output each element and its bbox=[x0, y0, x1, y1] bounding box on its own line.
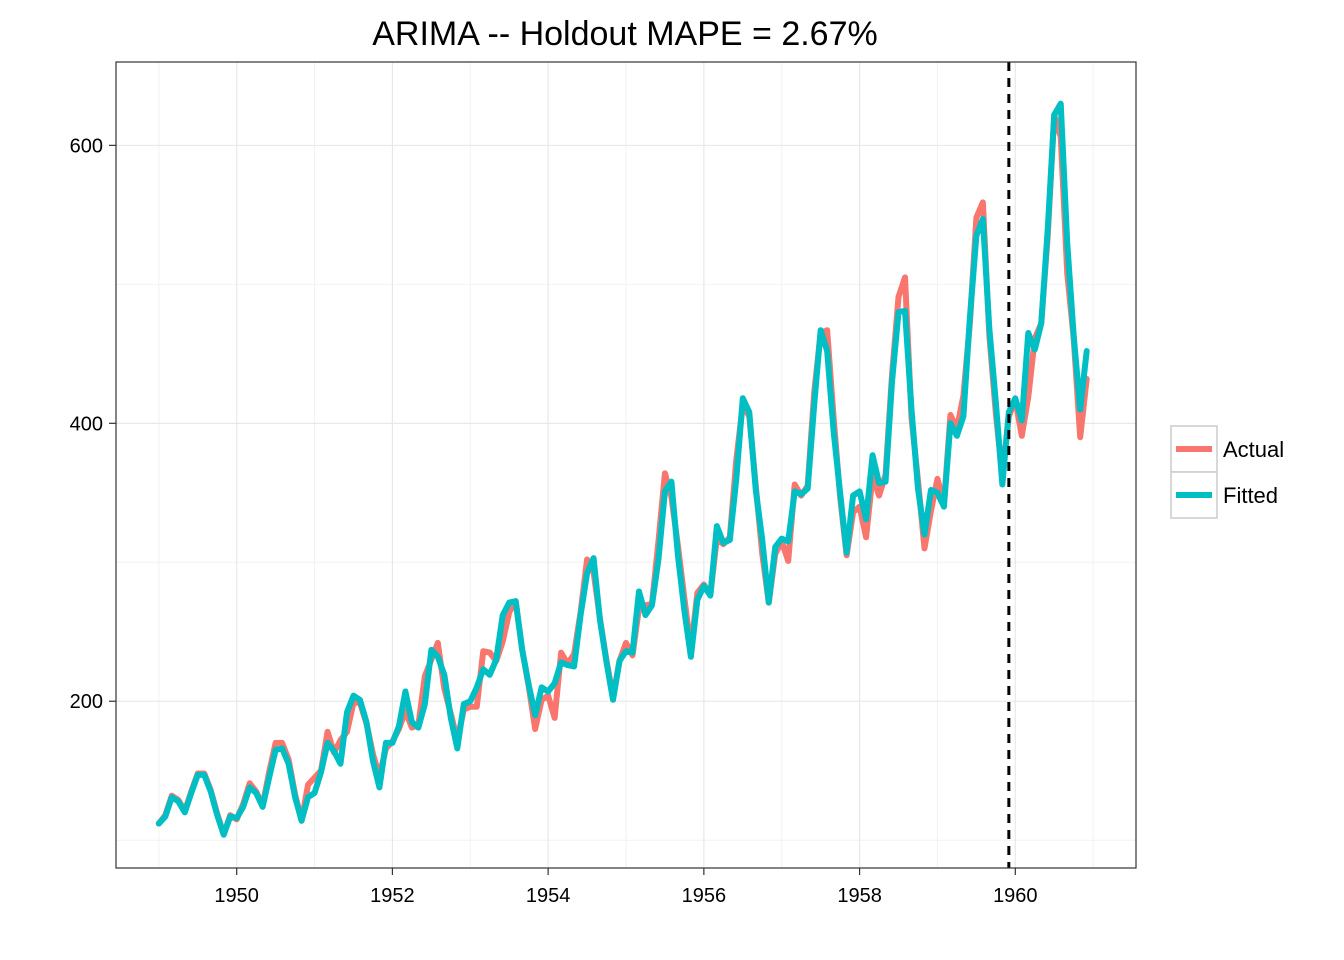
series-layer bbox=[155, 100, 1090, 838]
y-tick-label: 200 bbox=[70, 691, 103, 713]
series-line-fitted bbox=[155, 100, 1090, 838]
x-tick-label: 1956 bbox=[682, 885, 727, 907]
chart-title: ARIMA -- Holdout MAPE = 2.67% bbox=[372, 15, 877, 53]
x-tick-label: 1952 bbox=[370, 885, 415, 907]
x-tick-label: 1954 bbox=[526, 885, 571, 907]
plot-panel-border bbox=[115, 61, 1137, 869]
x-tick-label: 1958 bbox=[837, 885, 882, 907]
y-tick-label: 600 bbox=[70, 135, 103, 157]
legend: Actual Fitted bbox=[1170, 425, 1284, 519]
y-axis: 200 400 600 bbox=[70, 135, 116, 713]
x-tick-label: 1960 bbox=[993, 885, 1038, 907]
legend-label-actual: Actual bbox=[1223, 437, 1284, 462]
grid-layer bbox=[116, 62, 1136, 868]
legend-label-fitted: Fitted bbox=[1223, 483, 1278, 508]
y-tick-label: 400 bbox=[70, 413, 103, 435]
x-axis: 1950 1952 1954 1956 1958 1960 bbox=[214, 868, 1038, 907]
x-tick-label: 1950 bbox=[214, 885, 259, 907]
